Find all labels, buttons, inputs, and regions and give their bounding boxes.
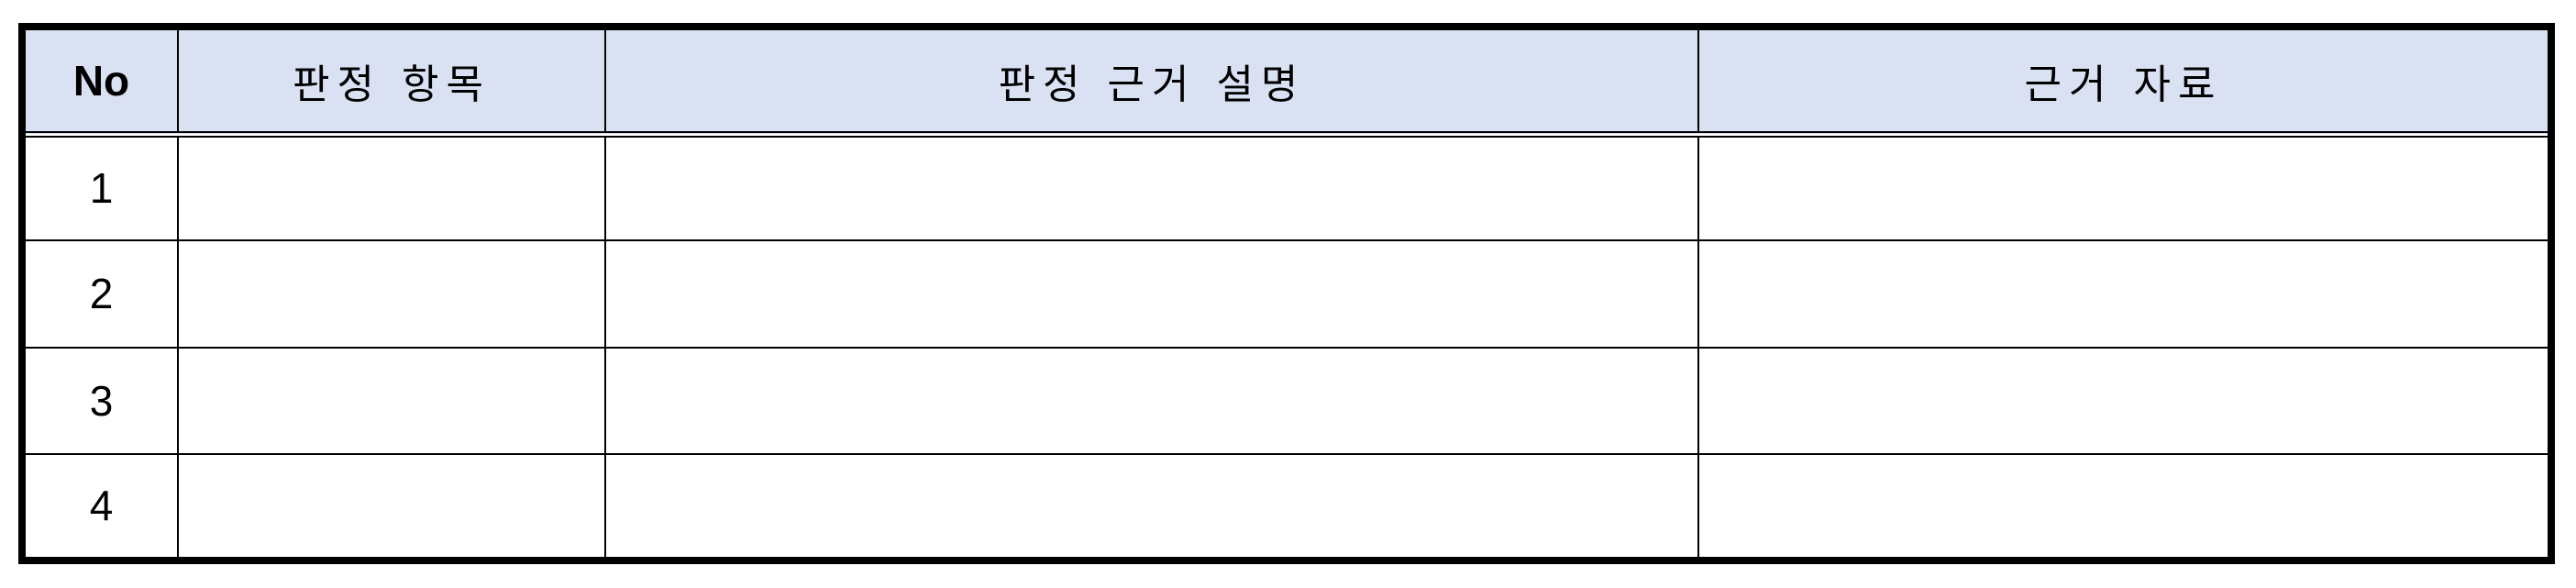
header-judgment-description: 판정 근거 설명 — [604, 26, 1699, 138]
judgment-item-cell[interactable] — [177, 132, 606, 242]
document-sheet: No 판정 항목 판정 근거 설명 근거 자료 1 2 3 — [18, 23, 2555, 564]
table-row: 2 — [21, 239, 2552, 349]
header-judgment-item: 판정 항목 — [177, 26, 606, 138]
reference-material-cell[interactable] — [1697, 346, 2552, 455]
judgment-description-cell[interactable] — [604, 132, 1699, 242]
row-number: 4 — [21, 452, 179, 562]
row-number: 3 — [21, 346, 179, 455]
reference-material-cell[interactable] — [1697, 132, 2552, 242]
row-number: 1 — [21, 132, 179, 242]
header-reference-material: 근거 자료 — [1697, 26, 2552, 138]
judgment-description-cell[interactable] — [604, 239, 1699, 349]
judgment-item-cell[interactable] — [177, 452, 606, 562]
row-number: 2 — [21, 239, 179, 349]
header-no: No — [21, 26, 179, 138]
reference-material-cell[interactable] — [1697, 239, 2552, 349]
table-row: 3 — [21, 346, 2552, 455]
judgment-table: No 판정 항목 판정 근거 설명 근거 자료 1 2 3 — [18, 23, 2555, 564]
table-header-row: No 판정 항목 판정 근거 설명 근거 자료 — [21, 26, 2552, 138]
judgment-item-cell[interactable] — [177, 239, 606, 349]
judgment-description-cell[interactable] — [604, 346, 1699, 455]
judgment-item-cell[interactable] — [177, 346, 606, 455]
judgment-description-cell[interactable] — [604, 452, 1699, 562]
reference-material-cell[interactable] — [1697, 452, 2552, 562]
table-row: 4 — [21, 452, 2552, 562]
table-row: 1 — [21, 132, 2552, 242]
